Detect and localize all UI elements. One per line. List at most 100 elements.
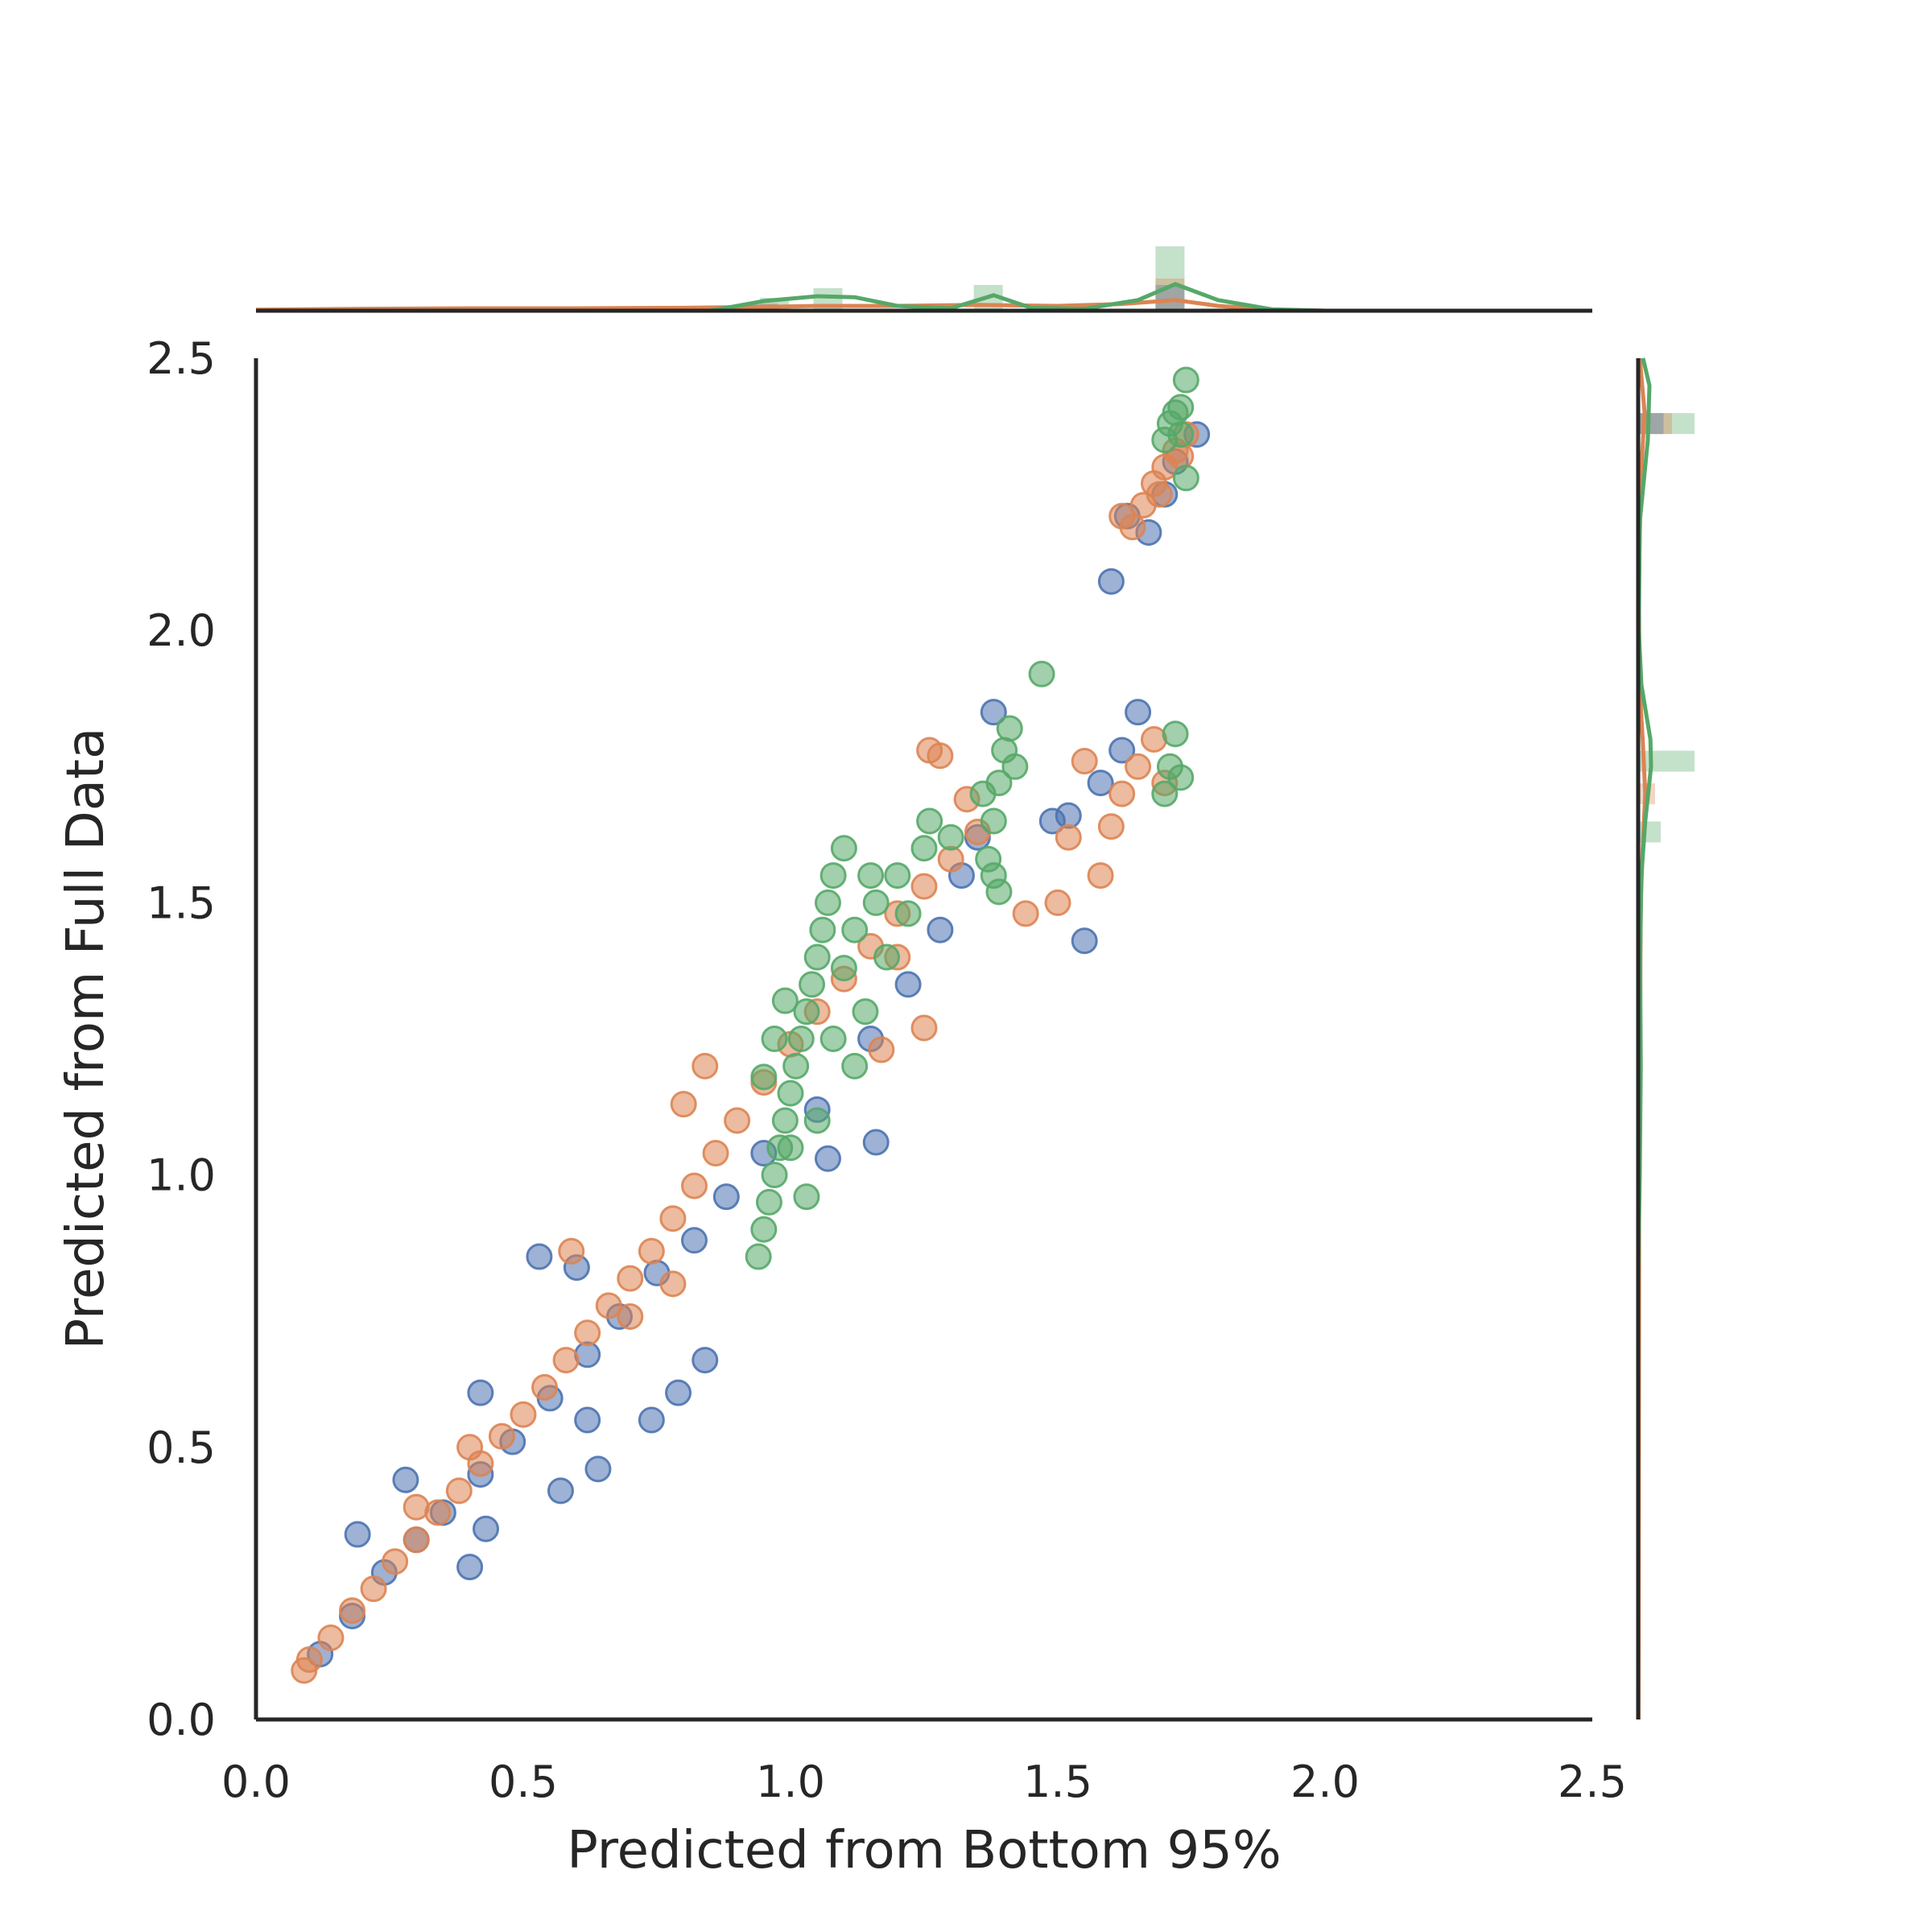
top-kde-line [709,282,1326,313]
scatter-point [1038,807,1066,835]
scatter-point [1146,481,1173,508]
scatter-point [980,699,1007,726]
scatter-point [793,998,820,1026]
y-tick-label: 2.0 [147,605,216,656]
scatter-point [814,889,841,916]
scatter-point [830,955,857,982]
top-marginal-histogram [255,246,1326,313]
scatter-point [1167,394,1195,421]
scatter-point [1012,900,1039,927]
scatter-point [761,1162,788,1189]
scatter-point [862,1129,890,1156]
scatter-point [360,1575,387,1603]
scatter-point [1044,889,1071,916]
x-tick-label: 1.0 [756,1757,825,1807]
scatter-point [558,1237,585,1265]
scatter-point [382,1548,409,1575]
scatter-point [969,780,997,807]
x-tick-label: 1.5 [1023,1757,1092,1807]
scatter-point [771,987,799,1014]
scatter-point [771,1107,799,1134]
scatter-points [291,366,1211,1684]
scatter-point [488,1422,515,1450]
scatter-point [445,1477,473,1505]
axes [254,308,1641,1722]
scatter-point [910,1014,938,1042]
y-tick-label: 2.5 [147,333,216,384]
scatter-point [868,1036,895,1063]
scatter-point [803,943,831,971]
scatter-point [803,1107,831,1134]
scatter-point [927,742,954,770]
scatter-point [1071,927,1098,955]
scatter-point [1055,824,1082,851]
scatter-point [1108,780,1136,807]
scatter-point [1071,748,1098,775]
scatter-point [574,1319,601,1347]
scatter-point [467,1379,494,1406]
scatter-point [755,1188,782,1216]
scatter-point [862,889,890,916]
scatter-point [665,1379,692,1406]
scatter-point [659,1270,687,1298]
scatter-point [339,1597,366,1624]
scatter-point [526,1243,553,1270]
x-tick-label: 2.0 [1290,1757,1360,1807]
scatter-point [830,835,857,862]
scatter-point [1097,813,1125,840]
scatter-point [712,1183,740,1211]
scatter-point [1167,764,1195,791]
scatter-point [884,862,911,890]
scatter-point [787,1026,815,1052]
x-tick-label: 2.5 [1558,1757,1627,1807]
y-tick-label: 1.5 [147,877,216,928]
scatter-point [819,862,847,890]
scatter-point [1162,720,1189,748]
scatter-point [702,1140,729,1167]
scatter-point [841,916,869,943]
y-axis-title: Predicted from Full Data [56,728,116,1350]
scatter-point [793,1183,820,1211]
scatter-point [814,1145,841,1172]
scatter-point [910,835,938,862]
scatter-point [595,1292,622,1319]
scatter-point [927,916,954,943]
scatter-point [584,1455,612,1483]
scatter-point [910,873,938,900]
scatter-point [1167,421,1195,448]
scatter-point [670,1091,697,1118]
scatter-point [777,1080,804,1107]
scatter-point [857,862,885,890]
scatter-point [782,1052,810,1080]
scatter-point [1125,699,1152,726]
scatter-point [799,971,826,998]
y-tick-label: 1.0 [147,1150,216,1201]
scatter-point [996,715,1023,742]
scatter-point [402,1493,430,1521]
scatter-point [574,1406,601,1434]
scatter-point [1087,770,1114,797]
scatter-point [724,1107,751,1134]
scatter-point [617,1265,644,1292]
scatter-point [1151,780,1179,807]
scatter-point [317,1624,345,1652]
scatter-point [937,845,964,873]
scatter-point [894,971,922,998]
scatter-point [456,1434,484,1461]
scatter-point [1097,568,1125,595]
right-hist-bar [1638,750,1695,772]
right-marginal-histogram [1636,357,1695,1720]
scatter-point [980,807,1007,835]
scatter-point [1108,737,1136,764]
scatter-point [1087,862,1114,890]
scatter-point [691,1347,719,1374]
scatter-point [638,1237,665,1265]
scatter-point [745,1243,772,1270]
x-tick-label: 0.0 [221,1757,291,1807]
scatter-point [547,1477,574,1505]
scatter-point [680,1227,708,1254]
scatter-point [777,1134,804,1162]
scatter-point [659,1205,687,1232]
